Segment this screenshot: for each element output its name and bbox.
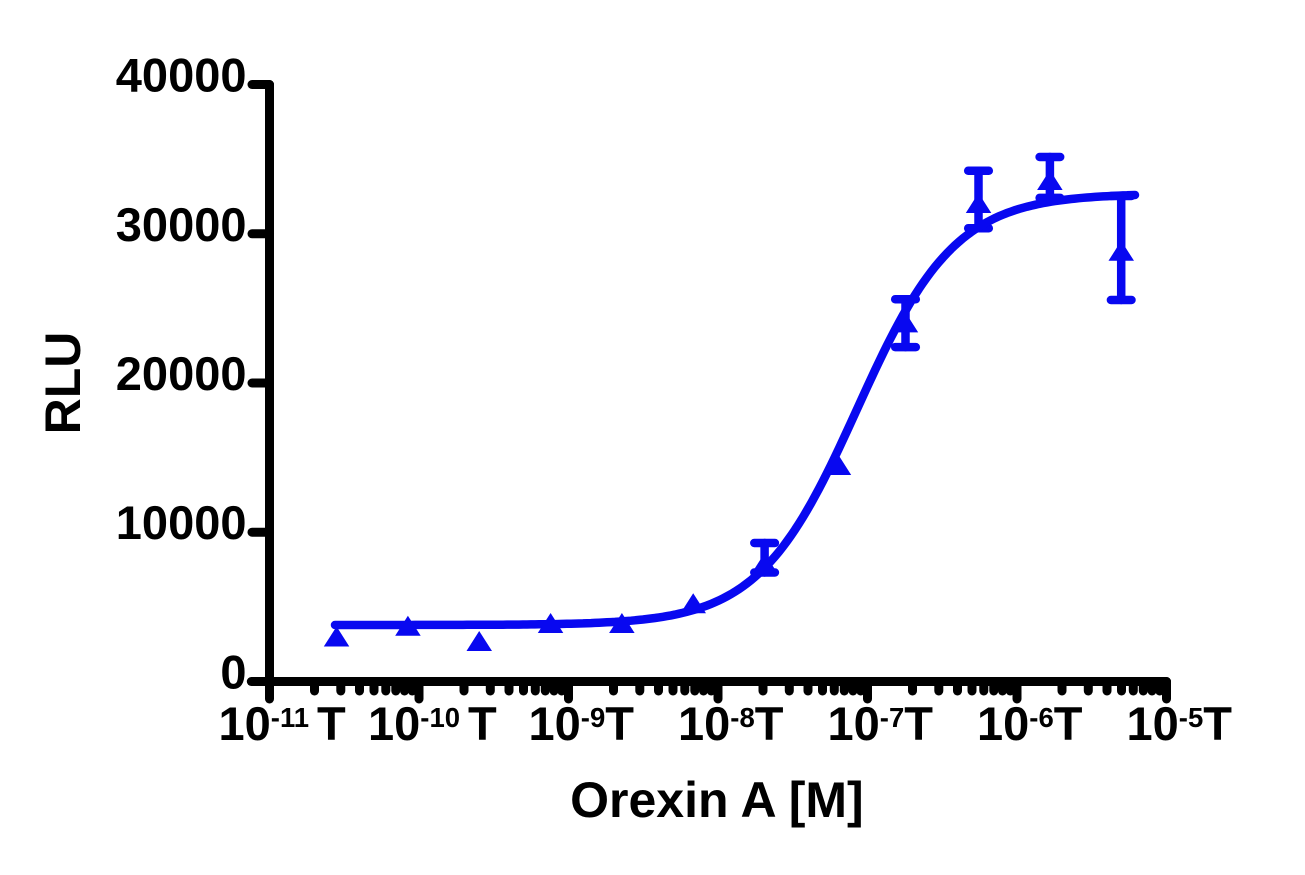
svg-text:30000: 30000 (116, 198, 247, 251)
svg-text:Orexin A [M]: Orexin A [M] (570, 772, 864, 828)
svg-text:10-9T: 10-9T (529, 697, 635, 750)
svg-text:10-10T: 10-10 T (368, 697, 497, 750)
svg-text:10000: 10000 (116, 496, 247, 549)
svg-text:40000: 40000 (116, 49, 247, 102)
svg-text:10-5T: 10-5T (1127, 697, 1233, 750)
svg-text:0: 0 (220, 646, 246, 699)
svg-text:20000: 20000 (116, 347, 247, 400)
svg-text:RLU: RLU (35, 332, 91, 435)
